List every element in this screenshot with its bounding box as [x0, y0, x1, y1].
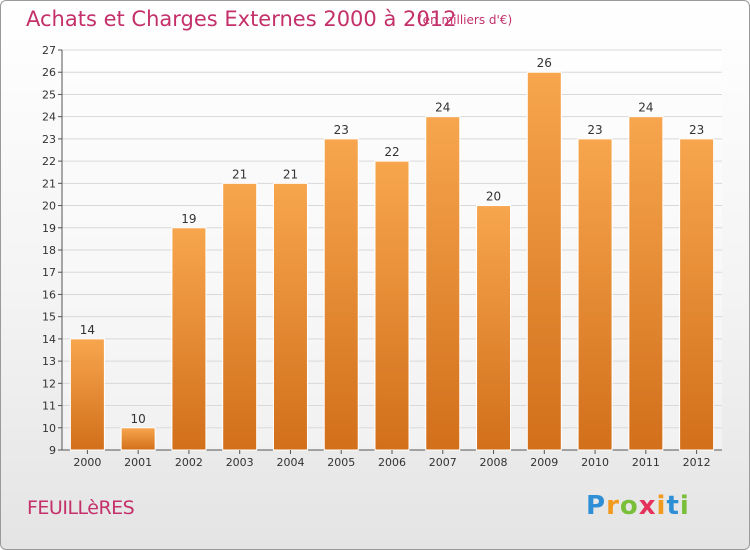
y-tick-label: 26 — [42, 66, 56, 79]
bar-value-label: 21 — [283, 167, 298, 181]
bar — [577, 138, 613, 451]
x-tick-label: 2010 — [581, 456, 609, 469]
logo-letter: o — [619, 491, 639, 521]
x-tick-label: 2002 — [175, 456, 203, 469]
x-tick-label: 2012 — [683, 456, 711, 469]
chart-subtitle: (en milliers d'€) — [418, 13, 513, 27]
logo-letter: i — [656, 491, 667, 521]
bar — [425, 116, 461, 451]
logo-letter: r — [606, 491, 620, 521]
y-tick-label: 12 — [42, 377, 56, 390]
y-tick-label: 17 — [42, 266, 56, 279]
y-tick-label: 14 — [42, 333, 56, 346]
bar-value-label: 23 — [334, 123, 349, 137]
x-tick-label: 2009 — [530, 456, 558, 469]
y-tick-label: 27 — [42, 44, 56, 57]
y-tick-label: 23 — [42, 133, 56, 146]
bar — [222, 182, 258, 451]
logo-letter: t — [666, 491, 680, 521]
bar — [69, 338, 105, 451]
y-tick-label: 15 — [42, 311, 56, 324]
proxiti-logo: Proxiti — [586, 491, 690, 521]
y-tick-label: 13 — [42, 355, 56, 368]
bar-value-label: 23 — [587, 123, 602, 137]
bar-value-label: 22 — [384, 145, 399, 159]
x-tick-label: 2008 — [480, 456, 508, 469]
bar — [679, 138, 715, 451]
x-tick-label: 2004 — [276, 456, 304, 469]
bar — [171, 227, 207, 451]
x-tick-label: 2003 — [226, 456, 254, 469]
y-tick-label: 16 — [42, 288, 56, 301]
bar — [476, 205, 512, 451]
bar-value-label: 19 — [181, 212, 196, 226]
x-tick-label: 2000 — [73, 456, 101, 469]
bar — [272, 182, 308, 451]
bar-value-label: 24 — [638, 101, 653, 115]
y-tick-label: 10 — [42, 422, 56, 435]
logo-letter: x — [638, 491, 657, 521]
y-tick-label: 20 — [42, 200, 56, 213]
bar-value-label: 26 — [537, 56, 552, 70]
bar-value-label: 10 — [131, 412, 146, 426]
logo-letter: i — [679, 491, 690, 521]
y-tick-label: 11 — [42, 400, 56, 413]
x-tick-label: 2006 — [378, 456, 406, 469]
x-tick-label: 2001 — [124, 456, 152, 469]
x-tick-label: 2005 — [327, 456, 355, 469]
bar — [120, 427, 156, 451]
y-tick-label: 24 — [42, 111, 56, 124]
y-tick-label: 22 — [42, 155, 56, 168]
y-tick-label: 21 — [42, 177, 56, 190]
y-tick-label: 18 — [42, 244, 56, 257]
chart-title: Achats et Charges Externes 2000 à 2012 — [26, 7, 457, 31]
y-tick-label: 25 — [42, 88, 56, 101]
bar — [374, 160, 410, 451]
bar — [323, 138, 359, 451]
bar — [526, 71, 562, 451]
logo-letter: P — [586, 491, 607, 521]
commune-name: FEUILLèRES — [27, 497, 135, 519]
bar-value-label: 14 — [80, 323, 95, 337]
x-tick-label: 2007 — [429, 456, 457, 469]
bar-value-label: 23 — [689, 123, 704, 137]
bar-value-label: 24 — [435, 101, 450, 115]
bar-value-label: 20 — [486, 190, 501, 204]
y-tick-label: 19 — [42, 222, 56, 235]
bar-value-label: 21 — [232, 167, 247, 181]
bar — [628, 116, 664, 451]
x-tick-label: 2011 — [632, 456, 660, 469]
y-tick-label: 9 — [49, 444, 56, 457]
